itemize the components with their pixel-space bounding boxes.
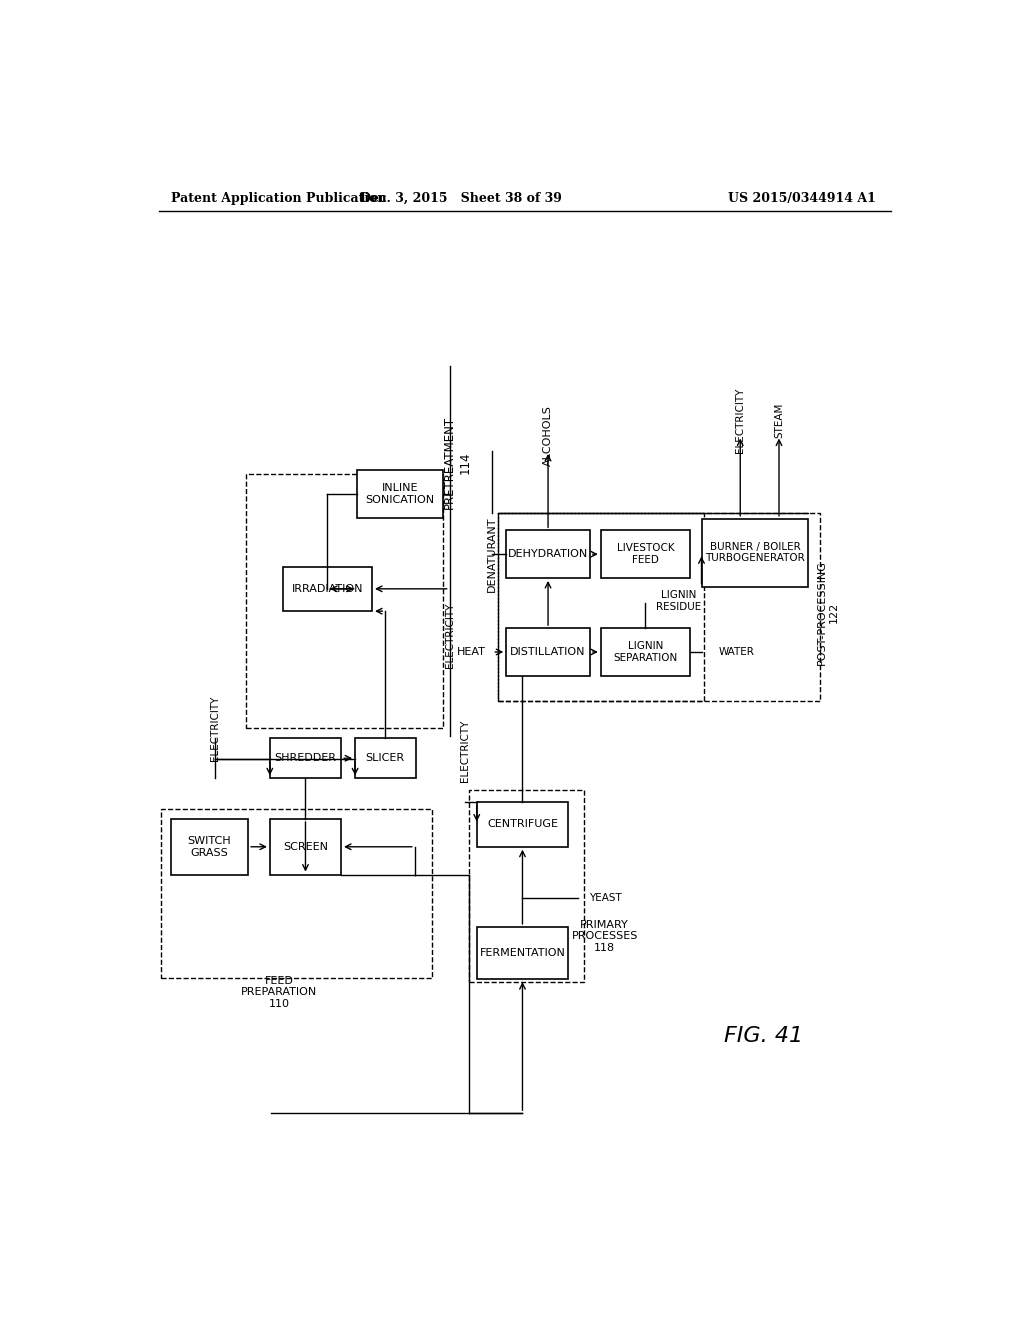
- Text: ALCOHOLS: ALCOHOLS: [543, 405, 553, 466]
- Bar: [270, 818, 341, 875]
- Bar: [499, 512, 820, 701]
- Text: ELECTRICTY: ELECTRICTY: [460, 721, 470, 783]
- Text: PRETREATMENT
114: PRETREATMENT 114: [443, 416, 471, 510]
- Bar: [506, 531, 590, 578]
- Text: Patent Application Publication: Patent Application Publication: [171, 191, 386, 205]
- Bar: [246, 474, 443, 729]
- Bar: [469, 789, 584, 982]
- Bar: [499, 512, 703, 701]
- Text: POST-PROCESSING
122: POST-PROCESSING 122: [817, 560, 839, 665]
- Text: FERMENTATION: FERMENTATION: [479, 948, 565, 958]
- Text: ELECTRICITY: ELECTRICITY: [210, 696, 220, 760]
- Text: US 2015/0344914 A1: US 2015/0344914 A1: [728, 191, 876, 205]
- Bar: [270, 738, 341, 779]
- Text: ELECTRICITY: ELECTRICITY: [444, 603, 455, 668]
- Text: DEHYDRATION: DEHYDRATION: [508, 549, 588, 560]
- Text: WATER: WATER: [719, 647, 755, 657]
- Text: INLINE
SONICATION: INLINE SONICATION: [366, 483, 434, 506]
- Text: FEED
PREPARATION
110: FEED PREPARATION 110: [241, 975, 317, 1008]
- Bar: [356, 470, 443, 517]
- Text: STEAM: STEAM: [774, 403, 784, 438]
- Text: SCREEN: SCREEN: [283, 842, 328, 851]
- Text: SHREDDER: SHREDDER: [274, 754, 337, 763]
- Bar: [477, 803, 568, 847]
- Text: DENATURANT: DENATURANT: [487, 516, 498, 591]
- Text: HEAT: HEAT: [457, 647, 486, 657]
- Text: DISTILLATION: DISTILLATION: [510, 647, 586, 657]
- Bar: [161, 809, 432, 978]
- Text: BURNER / BOILER
TURBOGENERATOR: BURNER / BOILER TURBOGENERATOR: [706, 541, 805, 564]
- Text: CENTRIFUGE: CENTRIFUGE: [487, 820, 558, 829]
- Text: SLICER: SLICER: [366, 754, 404, 763]
- Text: ELECTRICITY: ELECTRICITY: [735, 388, 745, 453]
- Bar: [283, 566, 372, 611]
- Bar: [171, 818, 248, 875]
- Text: FIG. 41: FIG. 41: [724, 1026, 803, 1047]
- Text: LIVESTOCK
FEED: LIVESTOCK FEED: [616, 544, 674, 565]
- Text: PRIMARY
PROCESSES
118: PRIMARY PROCESSES 118: [571, 920, 638, 953]
- Text: IRRADIATION: IRRADIATION: [292, 583, 364, 594]
- Bar: [477, 927, 568, 979]
- Text: SWITCH
GRASS: SWITCH GRASS: [187, 836, 231, 858]
- Text: Dec. 3, 2015   Sheet 38 of 39: Dec. 3, 2015 Sheet 38 of 39: [360, 191, 562, 205]
- Text: YEAST: YEAST: [589, 892, 622, 903]
- Text: LIGNIN
RESIDUE: LIGNIN RESIDUE: [655, 590, 700, 612]
- Bar: [601, 531, 690, 578]
- Text: LIGNIN
SEPARATION: LIGNIN SEPARATION: [613, 642, 678, 663]
- Bar: [506, 628, 590, 676]
- Bar: [701, 519, 809, 586]
- Bar: [601, 628, 690, 676]
- Bar: [355, 738, 416, 779]
